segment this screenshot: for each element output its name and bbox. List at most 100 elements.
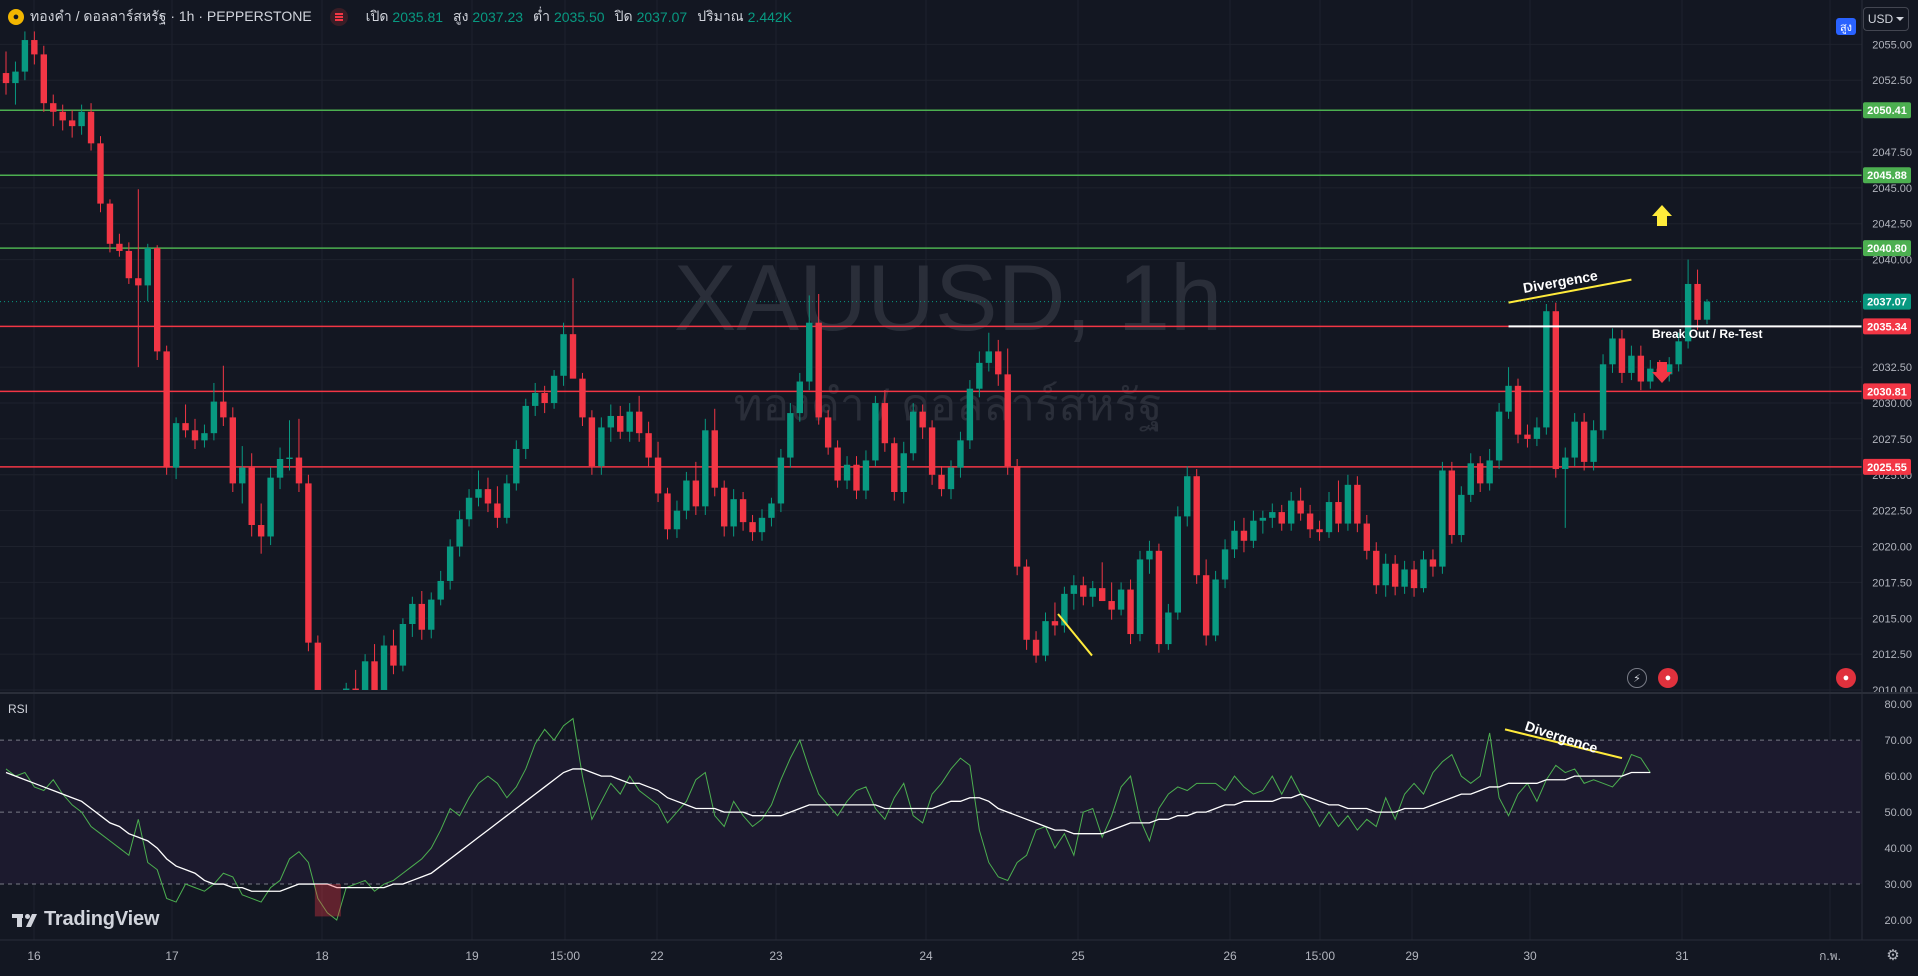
level-price-tag[interactable] bbox=[1863, 240, 1911, 257]
rsi-tick-label: 60.00 bbox=[1884, 771, 1912, 783]
market-status-icon[interactable] bbox=[329, 8, 348, 26]
time-axis[interactable]: 16 17 18 19 15:00 22 23 24 25 26 15:00 29 30 31 ก.พ. bbox=[27, 949, 1841, 963]
time-tick-label: 15:00 bbox=[1305, 949, 1335, 963]
candle-body bbox=[758, 517, 766, 533]
candle-body bbox=[711, 430, 718, 488]
rsi-axis[interactable]: 80.00 70.00 60.00 50.00 40.00 30.00 20.00 bbox=[1861, 694, 1918, 940]
candle-body bbox=[910, 411, 917, 454]
low-trendline[interactable] bbox=[1057, 613, 1093, 657]
candle-body bbox=[1325, 502, 1333, 533]
candle-body bbox=[1344, 484, 1352, 524]
rsi-indicator-label[interactable]: RSI bbox=[8, 702, 29, 716]
candle-body bbox=[900, 453, 907, 492]
candle-body bbox=[739, 499, 747, 523]
level-price-tag-label: 2040.80 bbox=[1867, 243, 1907, 255]
candle-body bbox=[796, 381, 803, 414]
candle-body bbox=[1032, 639, 1040, 656]
level-price-tag[interactable] bbox=[1863, 102, 1911, 119]
price-tick-label: 2052.50 bbox=[1872, 75, 1912, 87]
candle-body bbox=[371, 661, 378, 690]
candle-body bbox=[475, 489, 482, 498]
level-price-tag[interactable] bbox=[1863, 383, 1911, 400]
candle-body bbox=[1580, 421, 1588, 462]
gold-coin-icon: ● bbox=[8, 9, 24, 25]
candle-body bbox=[1259, 517, 1267, 521]
time-tick-label: 18 bbox=[315, 949, 329, 963]
divergence-label: Divergence bbox=[1522, 267, 1599, 296]
candle-body bbox=[1023, 566, 1030, 640]
candle-body bbox=[1269, 512, 1276, 518]
candle-body bbox=[1042, 621, 1049, 656]
candle-body bbox=[1391, 563, 1399, 587]
current-price-tag[interactable] bbox=[1863, 293, 1911, 310]
candle-body bbox=[182, 423, 189, 431]
rsi-tick-label: 70.00 bbox=[1884, 735, 1912, 747]
rsi-divergence-trendline[interactable] bbox=[1504, 728, 1623, 760]
watermark-description: ทองคำ / ดอลลาร์สหรัฐ bbox=[734, 381, 1163, 431]
price-tick-label: 2012.50 bbox=[1872, 649, 1912, 661]
candle-body bbox=[1004, 374, 1011, 467]
divergence-trendline[interactable] bbox=[1508, 278, 1632, 304]
currency-select[interactable]: USD bbox=[1863, 7, 1909, 31]
lightning-icon[interactable]: ⚡ bbox=[1627, 668, 1647, 688]
candle-body bbox=[664, 493, 671, 530]
candle-body bbox=[768, 503, 775, 518]
candle-body bbox=[947, 467, 955, 490]
level-price-tag[interactable] bbox=[1863, 167, 1911, 184]
time-tick-label: 19 bbox=[465, 949, 479, 963]
breakout-label: Break Out / Re-Test bbox=[1652, 327, 1762, 341]
candle-body bbox=[12, 71, 19, 84]
level-price-tag[interactable] bbox=[1863, 318, 1911, 335]
candle-body bbox=[1401, 569, 1408, 587]
price-tick-label: 2047.50 bbox=[1872, 147, 1912, 159]
price-tick-label: 2020.00 bbox=[1872, 542, 1912, 554]
candle-body bbox=[1354, 484, 1361, 524]
candle-body bbox=[579, 378, 586, 418]
candle-body bbox=[1486, 460, 1493, 484]
low-value: 2035.50 bbox=[553, 9, 605, 25]
candle-body bbox=[1637, 355, 1645, 382]
candle-body bbox=[1618, 338, 1626, 373]
rsi-tick-label: 40.00 bbox=[1884, 843, 1912, 855]
candle-body bbox=[1505, 385, 1512, 412]
us-flag-event-icon-right[interactable]: ● bbox=[1836, 668, 1856, 688]
candle-body bbox=[541, 393, 548, 404]
candle-body bbox=[862, 460, 870, 491]
candle-body bbox=[1202, 575, 1210, 636]
candle-body bbox=[1013, 466, 1021, 567]
us-flag-event-icon[interactable]: ● bbox=[1658, 668, 1678, 688]
candle-body bbox=[560, 334, 567, 376]
candle-body bbox=[1184, 476, 1191, 517]
tradingview-logo[interactable]: TradingView bbox=[12, 908, 159, 931]
gear-icon[interactable]: ⚙ bbox=[1886, 947, 1900, 964]
candle-body bbox=[31, 40, 38, 55]
candle-body bbox=[220, 401, 227, 418]
candle-body bbox=[163, 351, 170, 468]
symbol-title[interactable]: ทองคำ / ดอลลาร์สหรัฐ · 1h · PEPPERSTONE bbox=[30, 8, 312, 24]
candle-body bbox=[343, 688, 350, 690]
candle-body bbox=[834, 447, 841, 481]
candle-body bbox=[1335, 502, 1342, 524]
candle-body bbox=[1316, 529, 1323, 533]
candle-body bbox=[522, 405, 529, 449]
candle-body bbox=[456, 519, 463, 547]
candle-body bbox=[40, 54, 47, 104]
close-label: ปิด bbox=[614, 8, 633, 24]
volume-value: 2.442K bbox=[747, 9, 793, 25]
candle-body bbox=[418, 603, 425, 630]
down-arrow-icon[interactable] bbox=[1652, 362, 1672, 383]
time-tick-label: 31 bbox=[1675, 949, 1689, 963]
up-arrow-icon[interactable] bbox=[1652, 205, 1672, 226]
candle-body bbox=[484, 489, 492, 504]
candle-body bbox=[1571, 421, 1578, 458]
candle-body bbox=[513, 448, 520, 484]
candle-body bbox=[692, 480, 700, 507]
price-tick-label: 2015.00 bbox=[1872, 613, 1912, 625]
candle-body bbox=[59, 111, 66, 121]
candle-body bbox=[314, 642, 322, 690]
level-price-tag[interactable] bbox=[1863, 458, 1911, 475]
candle-body bbox=[1448, 470, 1456, 536]
candle-body bbox=[1117, 589, 1125, 610]
